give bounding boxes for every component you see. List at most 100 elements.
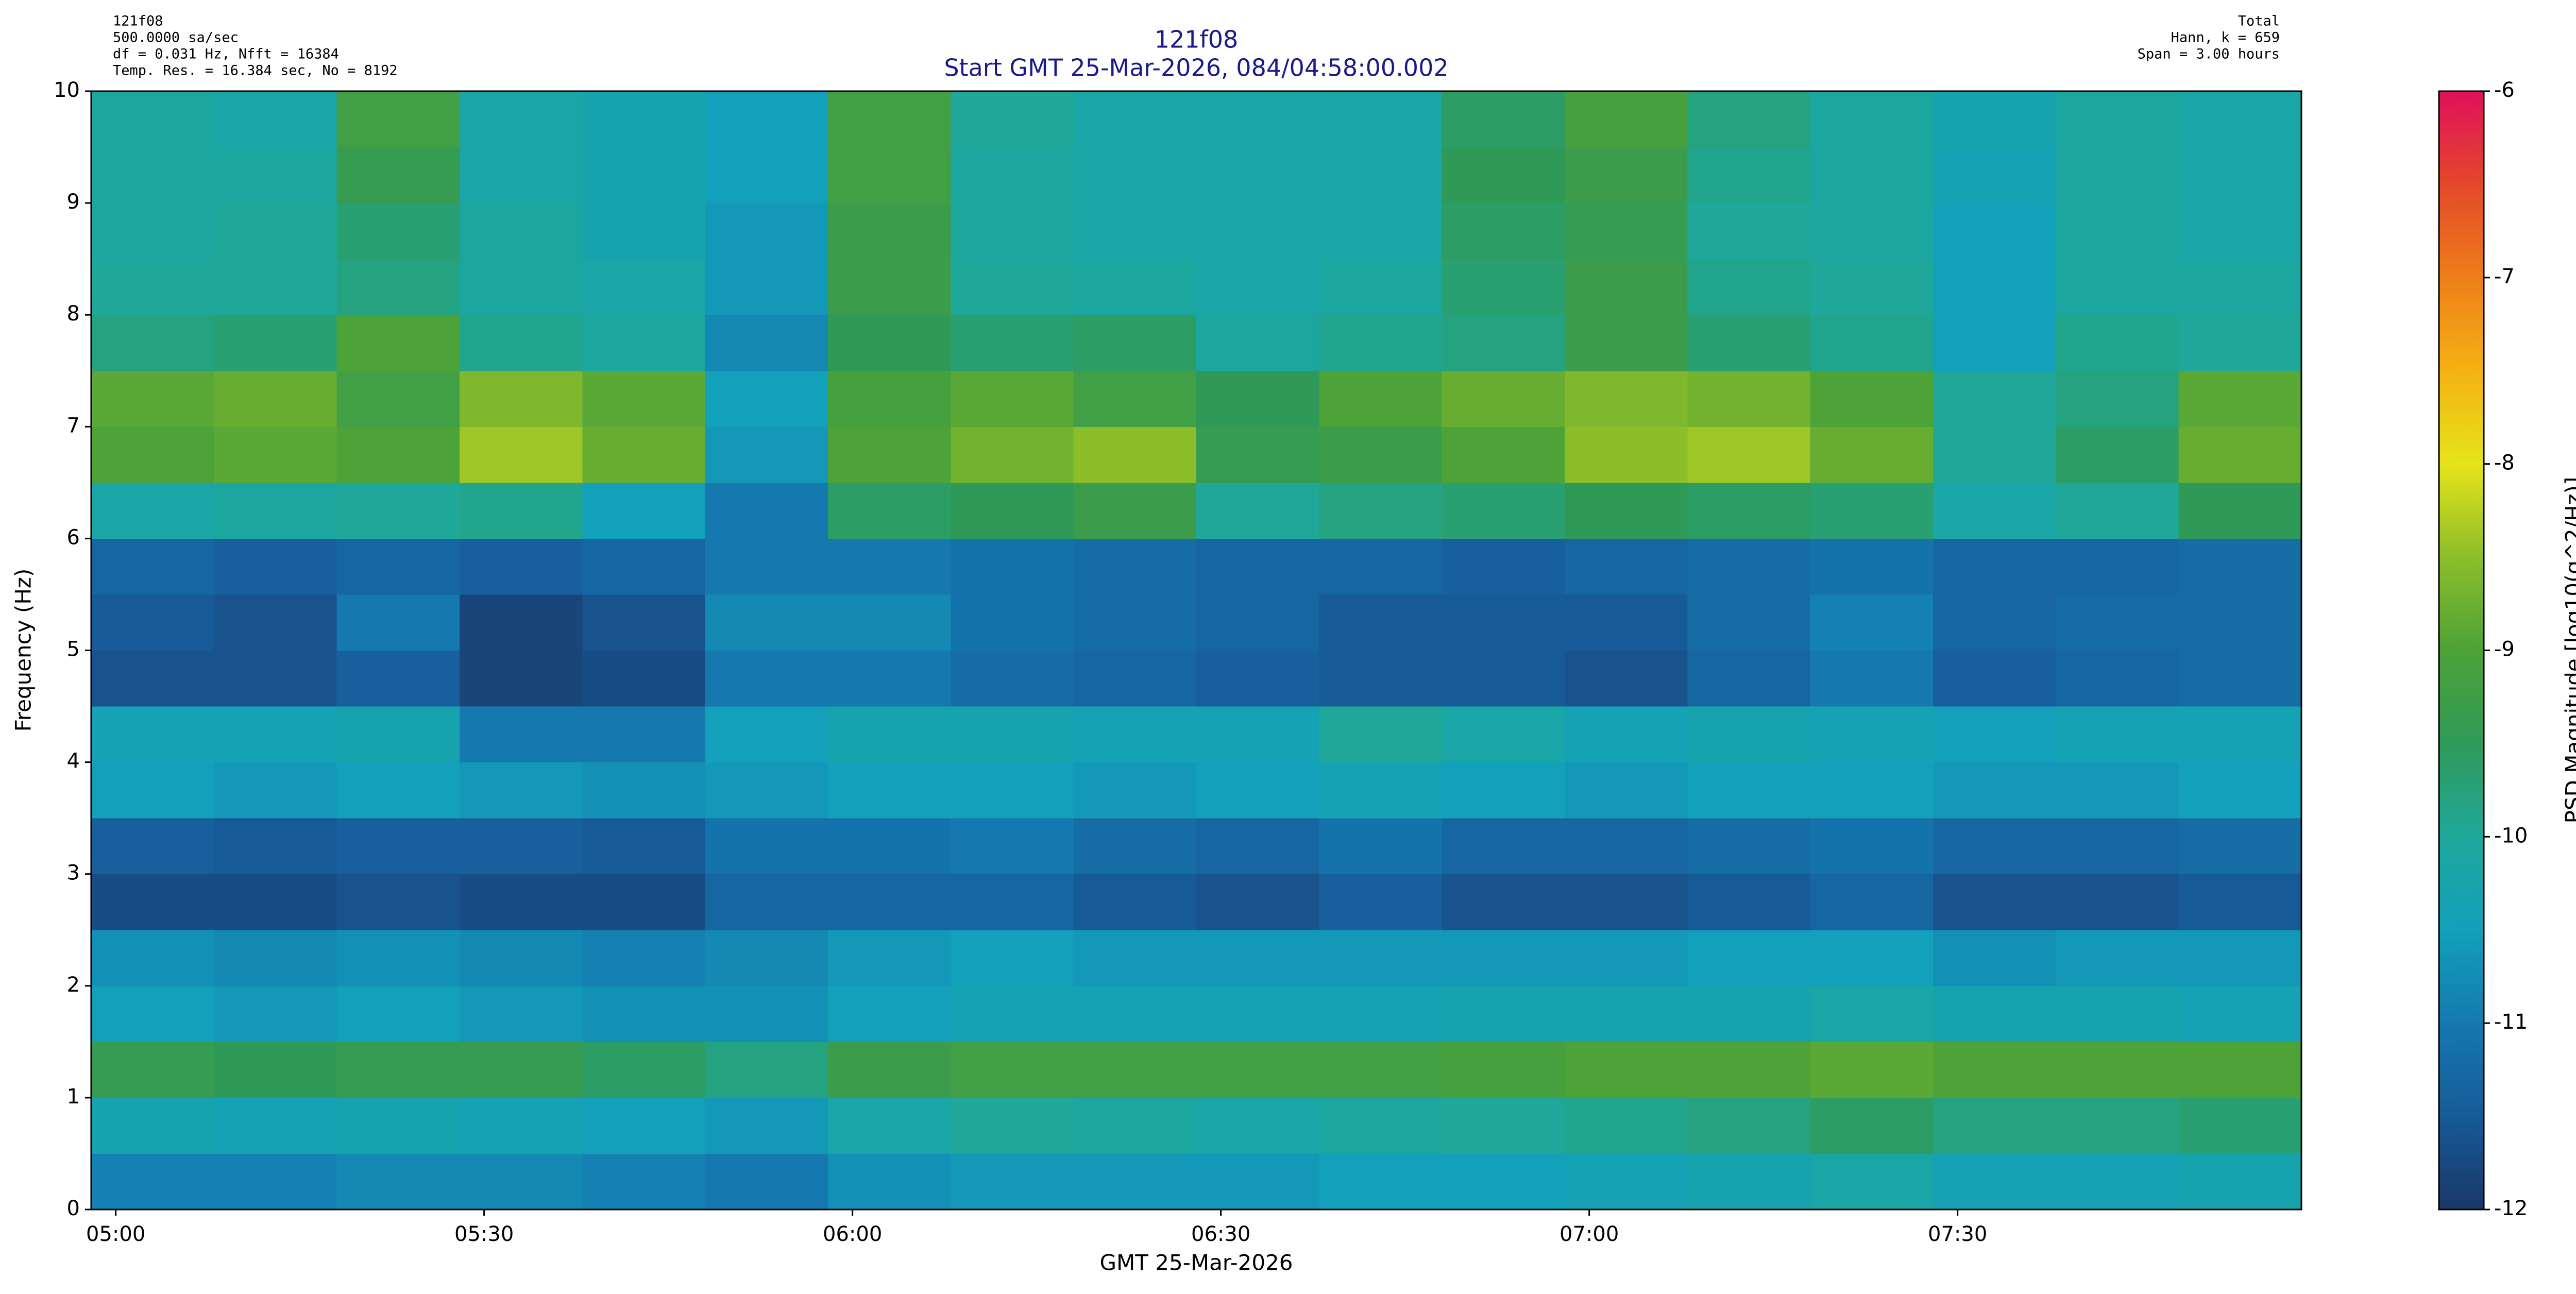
heatmap-cell: [2178, 538, 2302, 595]
heatmap-cell: [1073, 985, 1197, 1042]
chart-subtitle: Start GMT 25-Mar-2026, 084/04:58:00.002: [944, 54, 1448, 82]
info-left: 121f08: [113, 13, 163, 29]
heatmap-cell: [1196, 1153, 1319, 1210]
heatmap-cell: [705, 985, 828, 1042]
heatmap-cell: [705, 818, 828, 875]
heatmap-cell: [2178, 1097, 2302, 1154]
heatmap-cell: [91, 259, 214, 315]
heatmap-cell: [1073, 427, 1197, 483]
heatmap-cell: [214, 818, 337, 875]
colorbar-tick-label: -11: [2494, 1010, 2528, 1034]
heatmap-cell: [582, 874, 706, 930]
heatmap-cell: [336, 874, 460, 930]
heatmap-cell: [1687, 1042, 1811, 1098]
heatmap-cell: [1687, 930, 1811, 986]
heatmap-cell: [1933, 985, 2056, 1042]
heatmap-cell: [1810, 985, 1934, 1042]
heatmap-cell: [1196, 427, 1319, 483]
heatmap-cell: [214, 650, 337, 707]
colorbar-label: PSD Magnitude [log10(g^2/Hz)]: [2561, 477, 2576, 824]
heatmap-cell: [336, 762, 460, 819]
heatmap-cell: [1073, 874, 1197, 930]
heatmap-cell: [336, 427, 460, 483]
heatmap-cell: [828, 91, 951, 148]
heatmap-cell: [2056, 482, 2179, 539]
heatmap-cell: [1442, 147, 1565, 203]
heatmap-cell: [460, 482, 583, 539]
heatmap-cell: [1073, 818, 1197, 875]
heatmap-cell: [336, 650, 460, 707]
heatmap-cell: [1442, 482, 1565, 539]
heatmap-cell: [951, 594, 1074, 651]
heatmap-cell: [336, 91, 460, 148]
heatmap-cell: [828, 1153, 951, 1210]
heatmap-cell: [582, 1042, 706, 1098]
heatmap-cell: [705, 706, 828, 763]
heatmap-cell: [1933, 1153, 2056, 1210]
heatmap-cell: [828, 1042, 951, 1098]
colorbar-tick-label: -7: [2494, 265, 2515, 288]
heatmap-cell: [705, 259, 828, 315]
heatmap-cell: [460, 650, 583, 707]
heatmap-cell: [951, 1097, 1074, 1154]
heatmap-cell: [1442, 538, 1565, 595]
heatmap-cell: [214, 147, 337, 203]
heatmap-cell: [1933, 930, 2056, 986]
heatmap-cell: [1442, 930, 1565, 986]
heatmap-cell: [1565, 874, 1688, 930]
info-left: 500.0000 sa/sec: [113, 30, 239, 46]
heatmap-cell: [214, 930, 337, 986]
y-tick-label: 1: [67, 1085, 80, 1109]
heatmap-cell: [1565, 482, 1688, 539]
colorbar-tick-label: -6: [2494, 78, 2515, 102]
heatmap-cell: [582, 147, 706, 203]
heatmap-cell: [705, 427, 828, 483]
heatmap-cell: [91, 1042, 214, 1098]
heatmap-cell: [1319, 538, 1443, 595]
heatmap-cell: [1196, 91, 1319, 148]
heatmap-cell: [1319, 818, 1443, 875]
x-tick-label: 07:00: [1560, 1222, 1619, 1246]
heatmap-cell: [951, 538, 1074, 595]
heatmap-cell: [1073, 538, 1197, 595]
heatmap-cell: [1810, 874, 1934, 930]
heatmap-cell: [1565, 259, 1688, 315]
heatmap-cell: [1319, 594, 1443, 651]
heatmap-cell: [214, 706, 337, 763]
heatmap-cells: [91, 91, 2302, 1210]
heatmap-cell: [951, 985, 1074, 1042]
heatmap-cell: [582, 538, 706, 595]
heatmap-cell: [1933, 1042, 2056, 1098]
heatmap-cell: [1810, 427, 1934, 483]
heatmap-cell: [951, 203, 1074, 260]
heatmap-cell: [1810, 1042, 1934, 1098]
heatmap-cell: [214, 427, 337, 483]
heatmap-cell: [1810, 706, 1934, 763]
heatmap-cell: [705, 650, 828, 707]
heatmap-cell: [2178, 874, 2302, 930]
heatmap-cell: [460, 259, 583, 315]
heatmap-cell: [951, 1153, 1074, 1210]
heatmap-cell: [336, 1153, 460, 1210]
heatmap-cell: [1319, 1042, 1443, 1098]
heatmap-cell: [460, 985, 583, 1042]
heatmap-cell: [1810, 650, 1934, 707]
heatmap-cell: [214, 874, 337, 930]
heatmap-cell: [1810, 538, 1934, 595]
heatmap-cell: [1565, 147, 1688, 203]
heatmap-cell: [1442, 315, 1565, 371]
heatmap-cell: [951, 762, 1074, 819]
heatmap-cell: [1933, 818, 2056, 875]
heatmap-cell: [1073, 1042, 1197, 1098]
heatmap-cell: [1196, 706, 1319, 763]
heatmap-cell: [1687, 985, 1811, 1042]
y-tick-label: 9: [67, 190, 80, 214]
heatmap-cell: [1196, 1042, 1319, 1098]
heatmap-cell: [2056, 1042, 2179, 1098]
heatmap-cell: [951, 91, 1074, 148]
heatmap-cell: [828, 594, 951, 651]
heatmap-cell: [582, 370, 706, 427]
heatmap-cell: [951, 818, 1074, 875]
heatmap-cell: [1073, 482, 1197, 539]
heatmap-cell: [1073, 1097, 1197, 1154]
